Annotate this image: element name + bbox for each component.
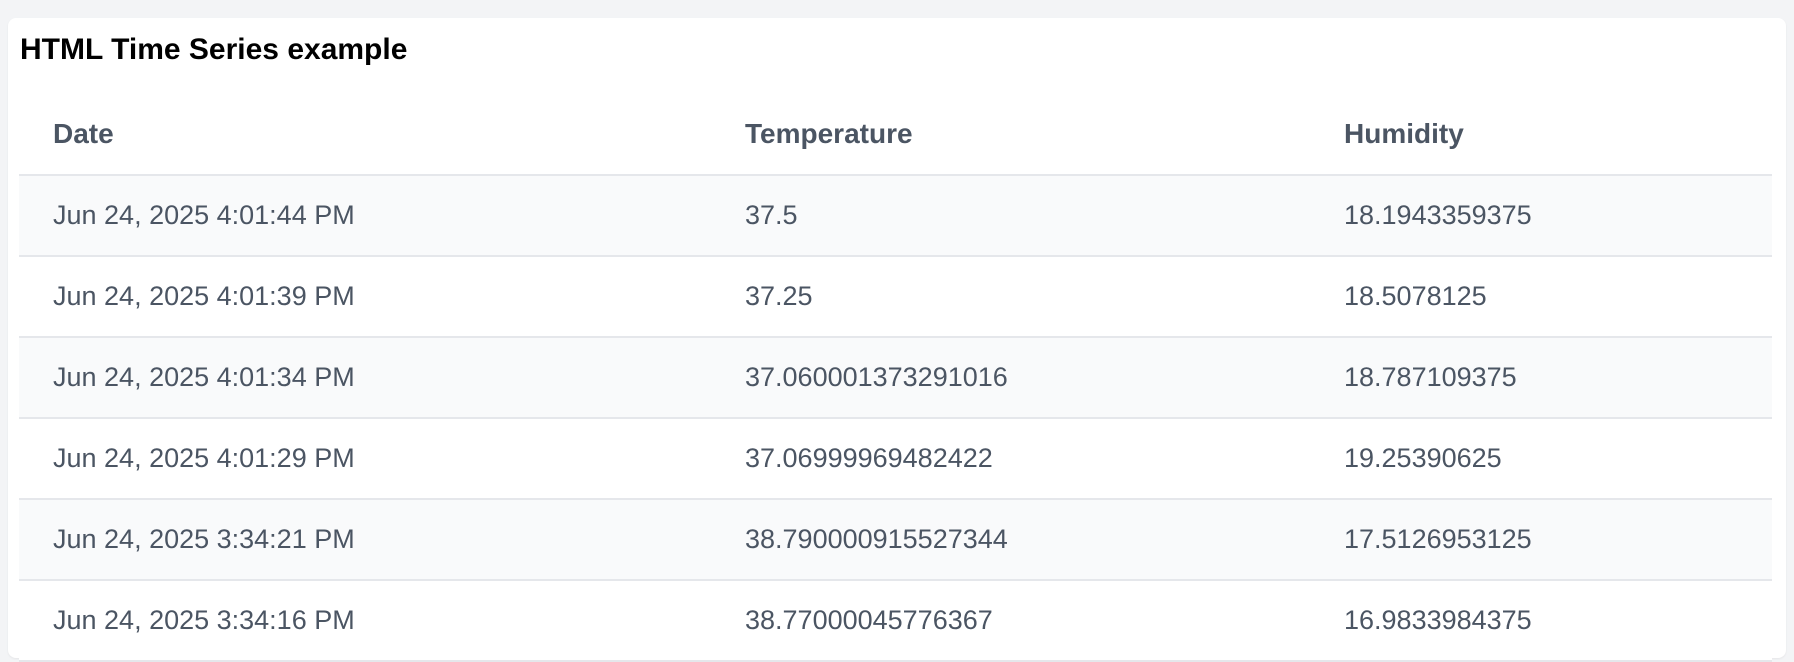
column-header-temperature: Temperature	[711, 94, 1310, 176]
table-row: Jun 24, 2025 4:01:39 PM 37.25 18.5078125	[19, 256, 1772, 338]
cell-date: Jun 24, 2025 3:34:16 PM	[19, 580, 711, 662]
table-row: Jun 24, 2025 4:01:34 PM 37.0600013732910…	[19, 337, 1772, 419]
table-body: Jun 24, 2025 4:01:44 PM 37.5 18.19433593…	[19, 175, 1772, 662]
table-row: Jun 24, 2025 4:01:29 PM 37.0699996948242…	[19, 418, 1772, 500]
cell-humidity: 16.9833984375	[1310, 580, 1772, 662]
cell-temperature: 37.5	[711, 175, 1310, 257]
cell-temperature: 38.77000045776367	[711, 580, 1310, 662]
table-row: Jun 24, 2025 3:34:21 PM 38.7900009155273…	[19, 499, 1772, 581]
cell-date: Jun 24, 2025 4:01:44 PM	[19, 175, 711, 257]
cell-temperature: 38.790000915527344	[711, 499, 1310, 581]
table-row: Jun 24, 2025 4:01:44 PM 37.5 18.19433593…	[19, 175, 1772, 257]
cell-date: Jun 24, 2025 3:34:21 PM	[19, 499, 711, 581]
column-header-humidity: Humidity	[1310, 94, 1772, 176]
cell-humidity: 18.1943359375	[1310, 175, 1772, 257]
table-row: Jun 24, 2025 3:34:16 PM 38.7700004577636…	[19, 580, 1772, 662]
cell-humidity: 17.5126953125	[1310, 499, 1772, 581]
cell-date: Jun 24, 2025 4:01:34 PM	[19, 337, 711, 419]
cell-date: Jun 24, 2025 4:01:39 PM	[19, 256, 711, 338]
cell-temperature: 37.25	[711, 256, 1310, 338]
cell-temperature: 37.06999969482422	[711, 418, 1310, 500]
time-series-card: HTML Time Series example Date Temperatur…	[8, 18, 1786, 662]
cell-date: Jun 24, 2025 4:01:29 PM	[19, 418, 711, 500]
card-title: HTML Time Series example	[20, 33, 408, 66]
table-header: Date Temperature Humidity	[19, 94, 1772, 176]
time-series-table: Date Temperature Humidity Jun 24, 2025 4…	[19, 94, 1772, 662]
column-header-date: Date	[19, 94, 711, 176]
cell-humidity: 19.25390625	[1310, 418, 1772, 500]
cell-temperature: 37.060001373291016	[711, 337, 1310, 419]
cell-humidity: 18.5078125	[1310, 256, 1772, 338]
cell-humidity: 18.787109375	[1310, 337, 1772, 419]
header-row: Date Temperature Humidity	[19, 94, 1772, 176]
